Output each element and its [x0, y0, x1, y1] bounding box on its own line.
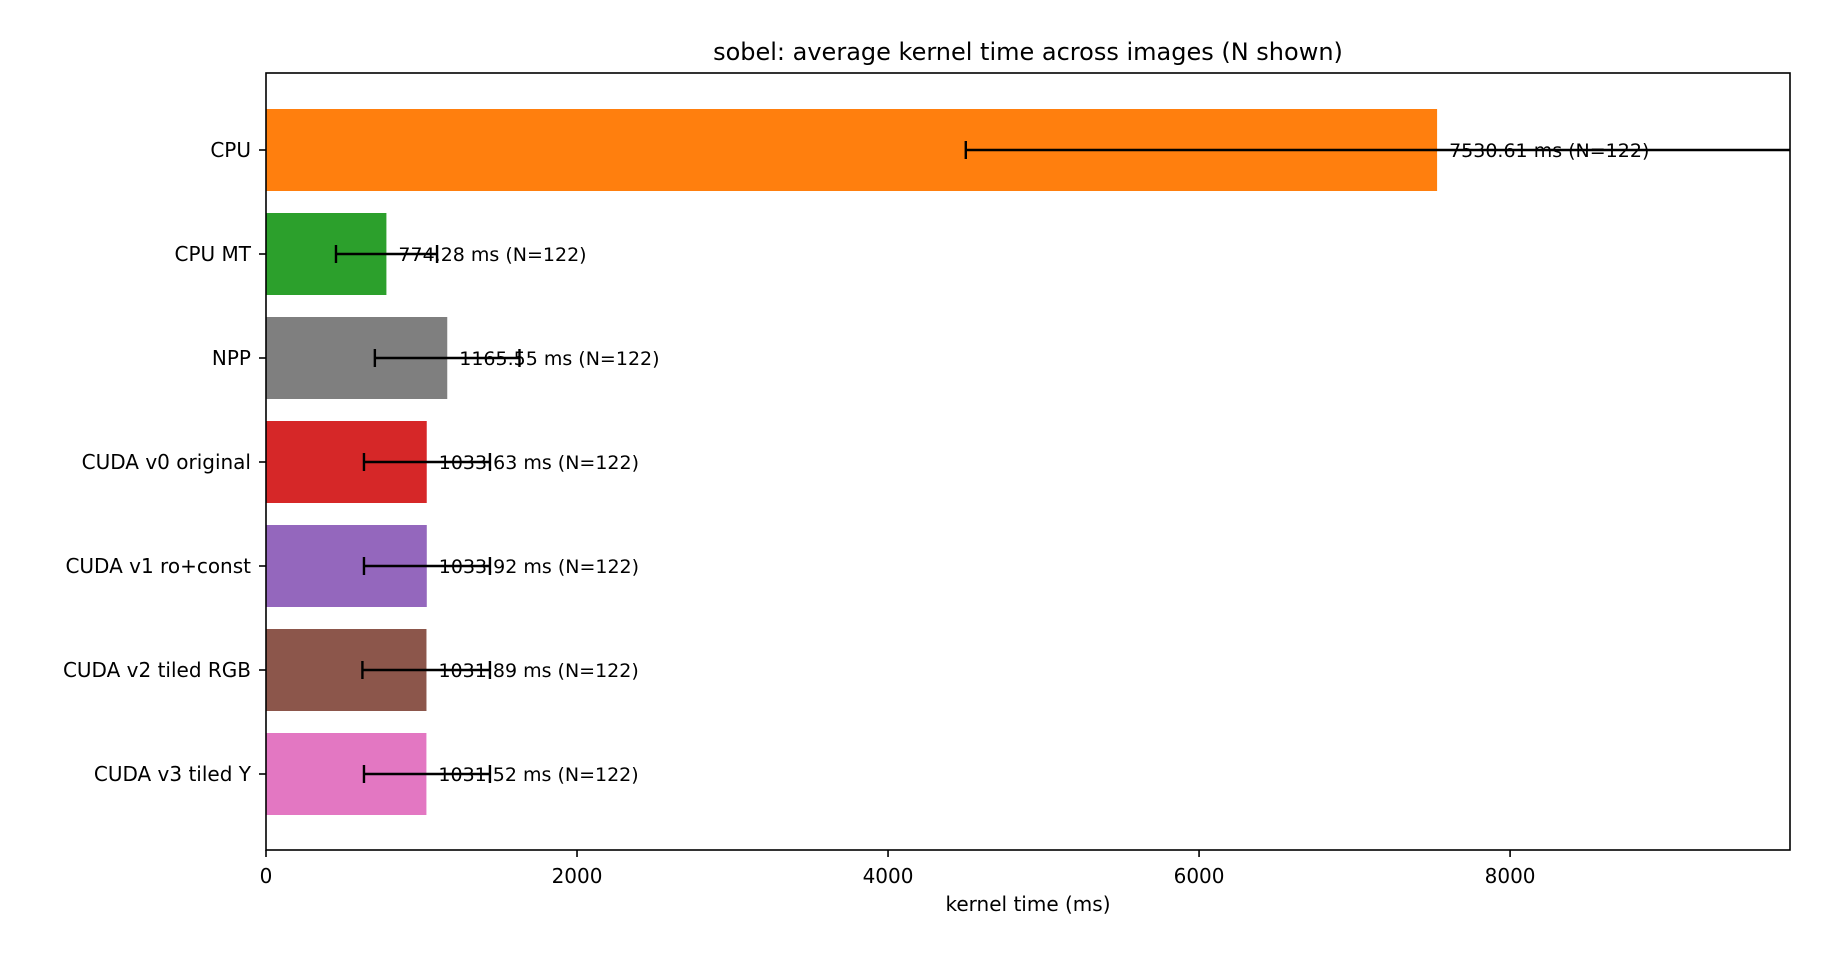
value-label-4: 1033.92 ms (N=122): [439, 556, 639, 578]
value-label-2: 1165.55 ms (N=122): [459, 348, 659, 370]
errorbar-5: [361, 661, 492, 679]
errorbar-0: [964, 141, 1790, 159]
x-tick-label-1: 2000: [552, 864, 603, 888]
y-tick-label-4: CUDA v1 ro+const: [65, 554, 251, 578]
x-tick-label-0: 0: [260, 864, 273, 888]
x-tick-label-3: 6000: [1174, 864, 1225, 888]
y-tick-label-5: CUDA v2 tiled RGB: [63, 658, 251, 682]
y-tick-label-0: CPU: [210, 138, 251, 162]
errorbar-6: [362, 765, 492, 783]
y-tick-label-2: NPP: [212, 346, 251, 370]
errorbar-3: [362, 453, 492, 471]
errorbar-4: [362, 557, 492, 575]
x-axis: 0 2000 4000 6000 8000: [260, 850, 1536, 888]
value-label-1: 774.28 ms (N=122): [398, 244, 586, 266]
value-label-6: 1031.52 ms (N=122): [438, 764, 638, 786]
value-label-5: 1031.89 ms (N=122): [438, 660, 638, 682]
errorbars-layer: [334, 141, 1790, 783]
x-tick-label-4: 8000: [1485, 864, 1536, 888]
y-tick-label-6: CUDA v3 tiled Y: [94, 762, 252, 786]
y-tick-label-3: CUDA v0 original: [82, 450, 251, 474]
y-tick-label-1: CPU MT: [175, 242, 252, 266]
value-labels-layer: 7530.61 ms (N=122) 774.28 ms (N=122) 1165.…: [398, 140, 1649, 786]
errorbar-2: [373, 349, 521, 367]
value-label-3: 1033.63 ms (N=122): [439, 452, 639, 474]
x-axis-label: kernel time (ms): [946, 892, 1111, 916]
chart-title: sobel: average kernel time across images…: [713, 38, 1343, 66]
value-label-0: 7530.61 ms (N=122): [1449, 140, 1649, 162]
errorbar-1: [334, 245, 439, 263]
x-tick-label-2: 4000: [863, 864, 914, 888]
y-axis: CPU CPU MT NPP CUDA v0 original CUDA v1 ro+c…: [63, 138, 266, 786]
